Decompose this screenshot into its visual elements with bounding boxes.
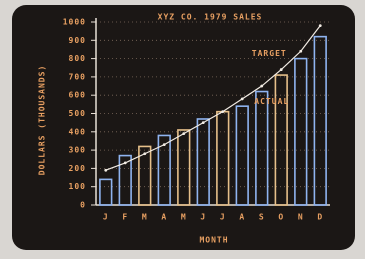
- x-tick-label: D: [317, 213, 323, 222]
- chart: XYZ CO. 1979 SALES MONTH DOLLARS (THOUSA…: [0, 0, 365, 259]
- photo: XYZ CO. 1979 SALES MONTH DOLLARS (THOUSA…: [0, 0, 365, 259]
- point: [202, 121, 205, 124]
- x-tick-label: J: [103, 213, 109, 222]
- y-tick-label: 900: [69, 36, 86, 45]
- point: [319, 24, 322, 27]
- y-axis-label: DOLLARS (THOUSANDS): [38, 65, 47, 176]
- point: [280, 68, 283, 71]
- y-tick-label: 300: [69, 146, 86, 155]
- y-tick-label: 0: [80, 201, 86, 210]
- point: [182, 132, 185, 135]
- series-label: TARGET: [252, 49, 287, 58]
- y-tick-label: 1000: [63, 18, 86, 27]
- y-tick-label: 700: [69, 72, 86, 81]
- x-tick-label: M: [142, 213, 148, 222]
- y-tick-label: 400: [69, 127, 86, 136]
- point: [221, 110, 224, 113]
- y-tick-label: 500: [69, 109, 86, 118]
- x-tick-label: O: [278, 213, 284, 222]
- y-tick-label: 600: [69, 91, 86, 100]
- x-tick-label: A: [239, 213, 245, 222]
- x-tick-label: S: [259, 213, 265, 222]
- x-tick-label: N: [298, 213, 304, 222]
- x-tick-label: F: [122, 213, 128, 222]
- point: [260, 85, 263, 88]
- point: [299, 50, 302, 53]
- x-tick-label: M: [181, 213, 187, 222]
- x-tick-label: A: [161, 213, 167, 222]
- point: [143, 152, 146, 155]
- y-tick-label: 200: [69, 164, 86, 173]
- point: [241, 97, 244, 100]
- series-label: ACTUAL: [254, 97, 289, 106]
- point: [104, 169, 107, 172]
- x-tick-label: J: [200, 213, 206, 222]
- y-tick-label: 100: [69, 182, 86, 191]
- point: [124, 162, 127, 165]
- point: [163, 143, 166, 146]
- x-tick-label: J: [220, 213, 226, 222]
- chart-title: XYZ CO. 1979 SALES: [158, 13, 263, 22]
- y-tick-label: 800: [69, 54, 86, 63]
- x-axis-label: MONTH: [199, 236, 228, 245]
